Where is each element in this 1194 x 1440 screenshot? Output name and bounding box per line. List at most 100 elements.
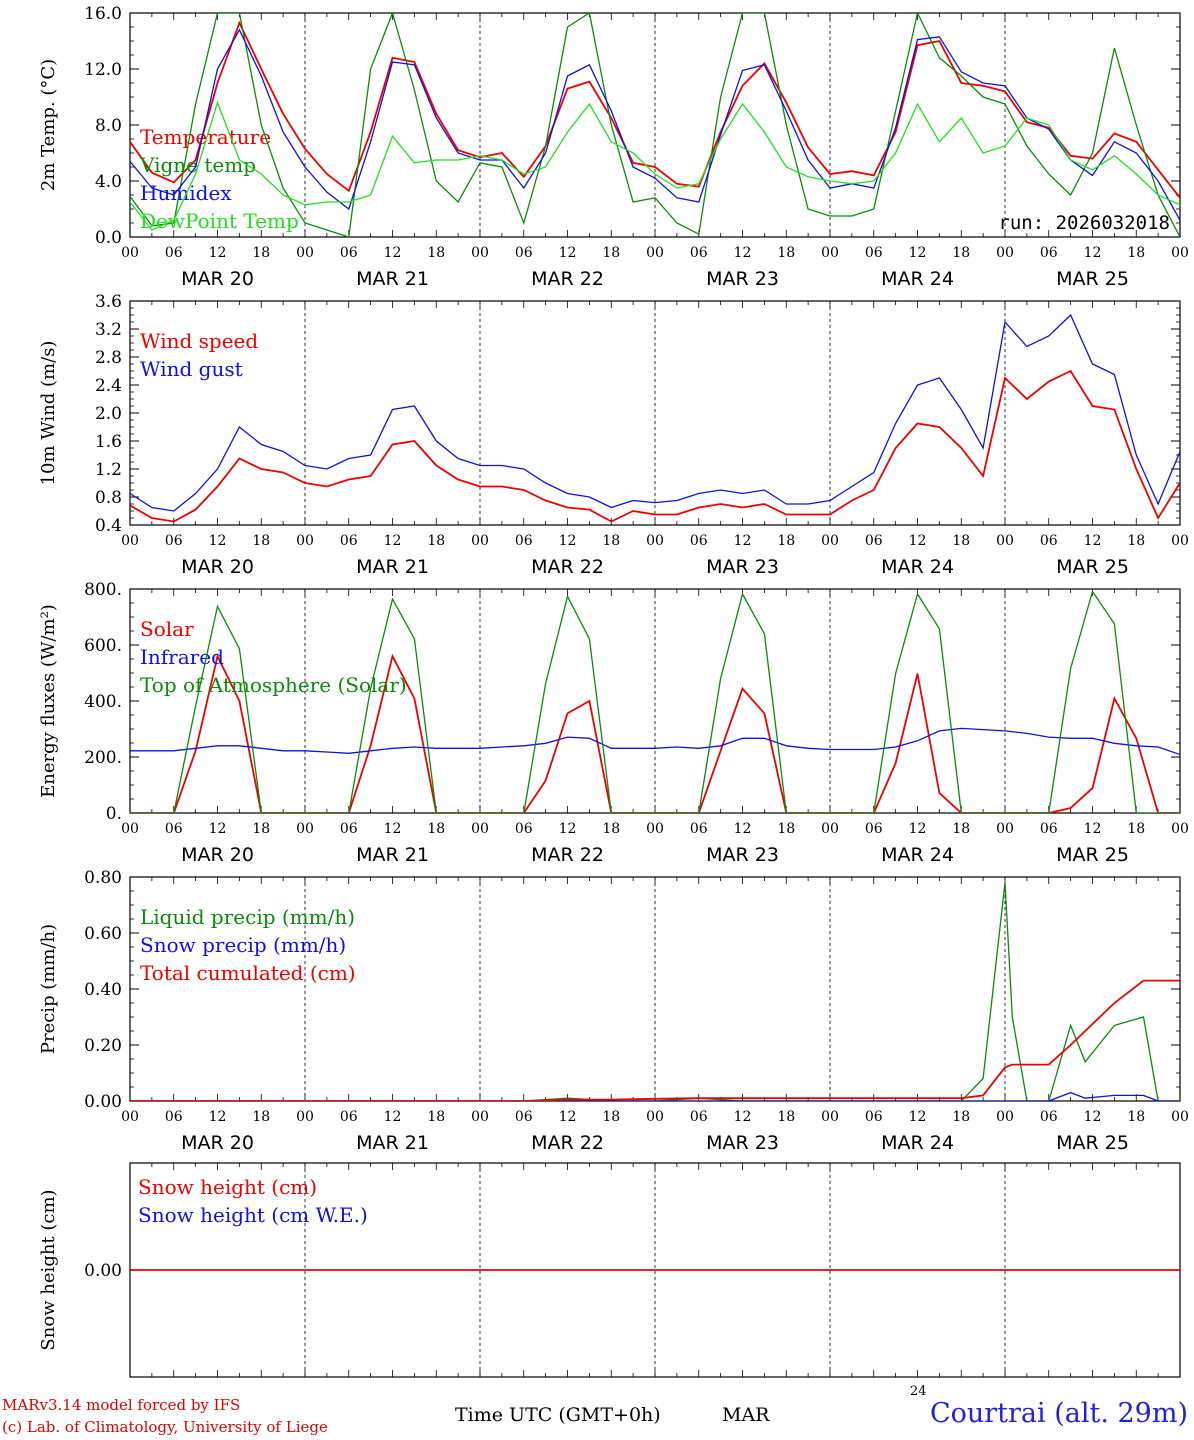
- x-tick-label: 12: [734, 245, 752, 261]
- y-tick-label: 1.6: [95, 432, 122, 452]
- plot-frame: [129, 588, 1181, 814]
- x-tick-label: 18: [777, 245, 795, 261]
- day-label: MAR 21: [356, 268, 429, 290]
- day-label: MAR 25: [1056, 1132, 1129, 1154]
- x-tick-label: 06: [1040, 533, 1058, 549]
- y-tick-label: 400.: [84, 692, 122, 712]
- series-line-top-of-atmosphere-solar-: [130, 589, 1180, 813]
- series-line-liquid-precip-mm-h-: [130, 882, 1180, 1101]
- y-tick-label: 0.00: [84, 1261, 122, 1281]
- x-tick-label: 00: [821, 821, 839, 837]
- plot-frame: [129, 300, 1181, 526]
- x-tick-label: 00: [996, 1109, 1014, 1125]
- x-tick-label: 00: [1171, 533, 1189, 549]
- y-tick-label: 3.2: [95, 320, 122, 340]
- x-tick-label: 18: [1127, 245, 1145, 261]
- x-tick-label: 06: [865, 245, 883, 261]
- day-label: MAR 20: [181, 556, 254, 578]
- x-tick-label: 18: [1127, 1109, 1145, 1125]
- y-tick-label: 3.6: [95, 292, 122, 312]
- y-axis-title: 10m Wind (m/s): [38, 341, 59, 486]
- legend-entry: Snow height (cm): [138, 1175, 317, 1199]
- day-label: MAR 24: [881, 556, 954, 578]
- y-tick-label: 800.: [84, 580, 122, 600]
- x-tick-label: 00: [471, 1109, 489, 1125]
- day-label: MAR 25: [1056, 844, 1129, 866]
- day-label: MAR 23: [706, 844, 779, 866]
- x-tick-label: 18: [252, 533, 270, 549]
- day-label: MAR 21: [356, 1132, 429, 1154]
- y-tick-label: 0.0: [95, 228, 122, 248]
- x-tick-label: 18: [427, 1109, 445, 1125]
- x-tick-label: 06: [340, 245, 358, 261]
- x-tick-label: 12: [909, 245, 927, 261]
- x-tick-label: 18: [952, 1109, 970, 1125]
- x-tick-label: 12: [559, 1109, 577, 1125]
- day-label: MAR 22: [531, 268, 604, 290]
- x-tick-label: 12: [1084, 533, 1102, 549]
- x-tick-label: 00: [471, 245, 489, 261]
- x-tick-label: 12: [559, 533, 577, 549]
- y-tick-label: 600.: [84, 636, 122, 656]
- series-line-dewpoint-temp: [130, 100, 1180, 231]
- x-tick-label: 00: [996, 821, 1014, 837]
- x-tick-label: 00: [821, 533, 839, 549]
- x-tick-label: 12: [1084, 245, 1102, 261]
- x-tick-label: 00: [121, 1109, 139, 1125]
- series-line-snow-precip-mm-h-: [130, 1091, 1180, 1101]
- series-line-vigne-temp: [130, 13, 1180, 237]
- legend-entry: Snow height (cm W.E.): [138, 1203, 368, 1227]
- x-tick-label: 00: [296, 245, 314, 261]
- x-tick-label: 12: [909, 533, 927, 549]
- x-tick-label: 18: [952, 245, 970, 261]
- x-tick-label: 06: [515, 1109, 533, 1125]
- series-line-wind-gust: [130, 313, 1180, 512]
- y-tick-label: 0.40: [84, 980, 122, 1000]
- y-tick-label: 0.60: [84, 924, 122, 944]
- y-axis-title: Precip (mm/h): [38, 924, 59, 1054]
- x-tick-label: 06: [690, 1109, 708, 1125]
- y-tick-label: 0.4: [95, 516, 122, 536]
- y-axis-title: 2m Temp. (°C): [38, 59, 59, 191]
- x-tick-label: 12: [209, 821, 227, 837]
- x-tick-label: 00: [471, 533, 489, 549]
- y-tick-label: 1.2: [95, 460, 122, 480]
- series-line-total-cumulated-cm-: [130, 979, 1180, 1101]
- x-tick-label: 12: [734, 1109, 752, 1125]
- day-label: MAR 22: [531, 556, 604, 578]
- x-tick-label: 18: [777, 533, 795, 549]
- x-tick-label: 18: [602, 245, 620, 261]
- x-tick-label: 00: [996, 533, 1014, 549]
- x-tick-label: 12: [909, 1109, 927, 1125]
- x-tick-label: 06: [515, 821, 533, 837]
- day-label: MAR 20: [181, 844, 254, 866]
- x-tick-label: 12: [209, 245, 227, 261]
- y-axis-title: Snow height (cm): [38, 1189, 59, 1350]
- x-tick-label: 12: [384, 1109, 402, 1125]
- x-tick-label: 12: [209, 533, 227, 549]
- x-tick-label: 06: [865, 821, 883, 837]
- day-label: MAR 24: [881, 844, 954, 866]
- x-tick-label: 18: [252, 1109, 270, 1125]
- x-tick-label: 06: [165, 533, 183, 549]
- x-tick-label: 12: [734, 533, 752, 549]
- series-line-wind-speed: [130, 369, 1180, 523]
- x-tick-label: 12: [384, 533, 402, 549]
- run-annotation: run: 2026032018: [998, 212, 1170, 234]
- x-tick-label: 06: [1040, 821, 1058, 837]
- legend-entry: DewPoint Temp: [140, 209, 299, 233]
- x-tick-label: 06: [165, 245, 183, 261]
- y-axis-title: Energy fluxes (W/m²): [38, 604, 59, 798]
- x-tick-label: 18: [427, 245, 445, 261]
- series-line-infrared: [130, 727, 1180, 756]
- lab-credit: (c) Lab. of Climatology, University of L…: [2, 1418, 328, 1436]
- x-tick-label: 06: [340, 533, 358, 549]
- day-label: MAR 21: [356, 844, 429, 866]
- day-label: 24: [910, 1384, 927, 1399]
- x-tick-label: 18: [252, 821, 270, 837]
- series-line-humidex: [130, 28, 1180, 221]
- x-tick-label: 06: [165, 1109, 183, 1125]
- y-tick-label: 0.20: [84, 1036, 122, 1056]
- x-tick-label: 18: [602, 1109, 620, 1125]
